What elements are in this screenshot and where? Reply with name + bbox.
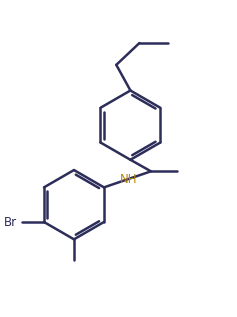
Text: NH: NH	[120, 173, 137, 186]
Text: Br: Br	[4, 216, 17, 229]
